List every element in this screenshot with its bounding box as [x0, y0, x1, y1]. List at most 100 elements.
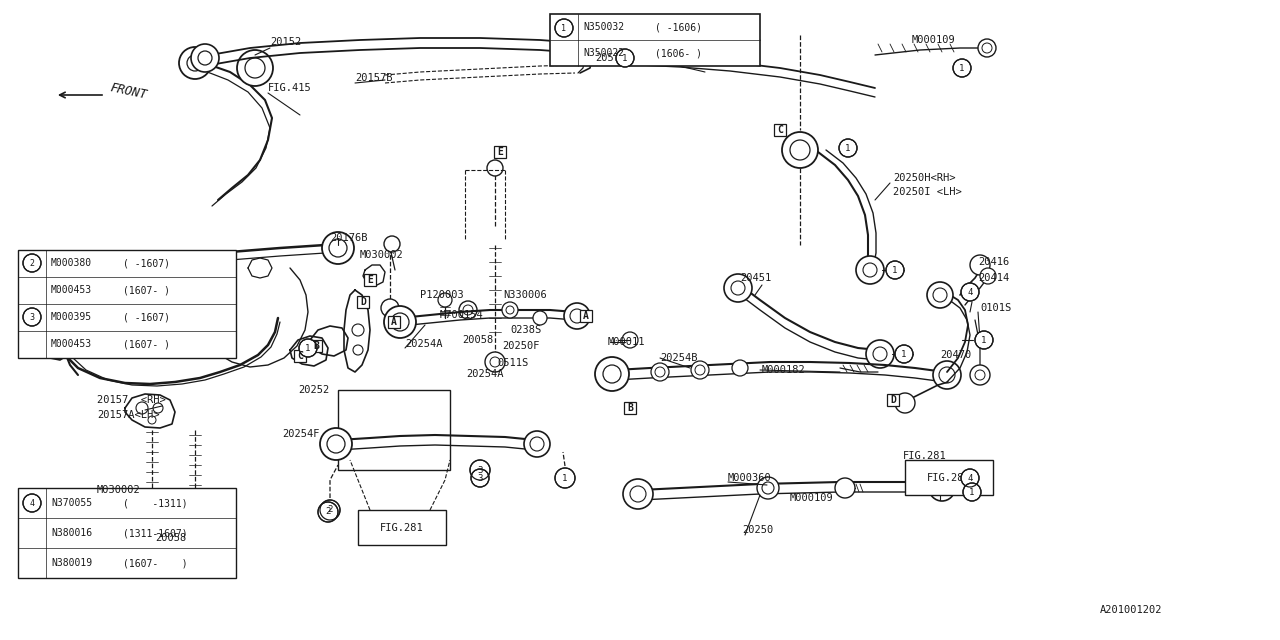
Text: (1607- ): (1607- ) — [123, 285, 170, 295]
Circle shape — [886, 261, 904, 279]
Text: E: E — [497, 147, 503, 157]
Circle shape — [186, 512, 205, 532]
Circle shape — [524, 431, 550, 457]
Circle shape — [23, 308, 41, 326]
Bar — [357, 296, 369, 308]
Text: ( -1607): ( -1607) — [123, 258, 170, 268]
Circle shape — [300, 339, 317, 357]
Text: 20250I <LH>: 20250I <LH> — [893, 187, 961, 197]
Text: 4: 4 — [29, 499, 35, 508]
Bar — [358, 510, 445, 545]
Text: N380016: N380016 — [51, 528, 92, 538]
Circle shape — [502, 302, 518, 318]
Bar — [18, 250, 236, 358]
Circle shape — [23, 494, 41, 512]
Text: 0101S: 0101S — [980, 303, 1011, 313]
Circle shape — [975, 331, 993, 349]
Text: B: B — [314, 341, 319, 351]
Text: 1: 1 — [969, 488, 974, 497]
Circle shape — [191, 44, 219, 72]
Circle shape — [623, 479, 653, 509]
Text: FRONT: FRONT — [109, 82, 148, 102]
Text: 20250: 20250 — [742, 525, 773, 535]
Bar — [625, 402, 636, 414]
Circle shape — [23, 254, 41, 272]
Text: 1: 1 — [845, 143, 851, 152]
Text: 20157  <RH>: 20157 <RH> — [97, 395, 165, 405]
Text: N330006: N330006 — [503, 290, 547, 300]
Text: FIG.281: FIG.281 — [902, 451, 947, 461]
Text: 20250H<RH>: 20250H<RH> — [893, 173, 955, 183]
Bar — [18, 488, 236, 578]
Text: 2: 2 — [328, 506, 333, 515]
Text: M000360: M000360 — [728, 473, 772, 483]
Bar — [310, 340, 323, 352]
Circle shape — [835, 478, 855, 498]
Text: D: D — [360, 297, 366, 307]
Text: M000109: M000109 — [911, 35, 956, 45]
Circle shape — [856, 256, 884, 284]
Circle shape — [895, 345, 913, 363]
Text: 3: 3 — [477, 474, 483, 483]
Text: 0511S: 0511S — [497, 358, 529, 368]
Text: 20578B: 20578B — [595, 53, 632, 63]
Circle shape — [323, 232, 355, 264]
Text: M030002: M030002 — [360, 250, 403, 260]
Text: (1311-1607): (1311-1607) — [123, 528, 188, 538]
Circle shape — [460, 301, 477, 319]
Text: E: E — [367, 275, 372, 285]
Text: 3: 3 — [29, 312, 35, 321]
Circle shape — [556, 19, 573, 37]
Circle shape — [782, 132, 818, 168]
Bar — [550, 14, 760, 66]
Text: 20254A: 20254A — [466, 369, 503, 379]
Text: 20250F: 20250F — [502, 341, 539, 351]
Circle shape — [724, 274, 753, 302]
Circle shape — [471, 469, 489, 487]
Circle shape — [978, 39, 996, 57]
Circle shape — [485, 352, 506, 372]
Text: 20152: 20152 — [270, 37, 301, 47]
Bar — [905, 460, 993, 495]
Text: (    -1311): ( -1311) — [123, 498, 188, 508]
Circle shape — [961, 283, 979, 301]
Text: 1: 1 — [622, 54, 627, 63]
Text: M030002: M030002 — [97, 485, 141, 495]
Text: M700154: M700154 — [440, 310, 484, 320]
Text: N370055: N370055 — [51, 498, 92, 508]
Text: 20176B: 20176B — [330, 233, 367, 243]
Circle shape — [438, 293, 452, 307]
Circle shape — [616, 49, 634, 67]
Bar — [364, 274, 376, 286]
Circle shape — [237, 50, 273, 86]
Circle shape — [954, 59, 972, 77]
Text: M000380: M000380 — [51, 258, 92, 268]
Circle shape — [961, 469, 979, 487]
Text: 1: 1 — [306, 344, 311, 353]
Text: M000453: M000453 — [51, 339, 92, 349]
Bar — [887, 394, 899, 406]
Text: (1606- ): (1606- ) — [655, 48, 701, 58]
Circle shape — [532, 311, 547, 325]
Text: 20254F: 20254F — [282, 429, 320, 439]
Text: A201001202: A201001202 — [1100, 605, 1162, 615]
Text: 3: 3 — [477, 465, 483, 474]
Circle shape — [470, 460, 490, 480]
Circle shape — [320, 500, 340, 520]
Text: A: A — [584, 311, 589, 321]
Circle shape — [933, 361, 961, 389]
Circle shape — [970, 365, 989, 385]
Text: P120003: P120003 — [420, 290, 463, 300]
Bar — [388, 316, 399, 328]
Circle shape — [980, 268, 996, 284]
Text: N350022: N350022 — [582, 48, 625, 58]
Circle shape — [381, 299, 399, 317]
Text: 1: 1 — [562, 24, 567, 33]
Text: M000182: M000182 — [762, 365, 805, 375]
Text: 1: 1 — [901, 349, 906, 358]
Text: FIG.281: FIG.281 — [380, 523, 424, 533]
Circle shape — [384, 306, 416, 338]
Text: 4: 4 — [968, 474, 973, 483]
Text: 1: 1 — [982, 335, 987, 344]
Circle shape — [384, 236, 399, 252]
